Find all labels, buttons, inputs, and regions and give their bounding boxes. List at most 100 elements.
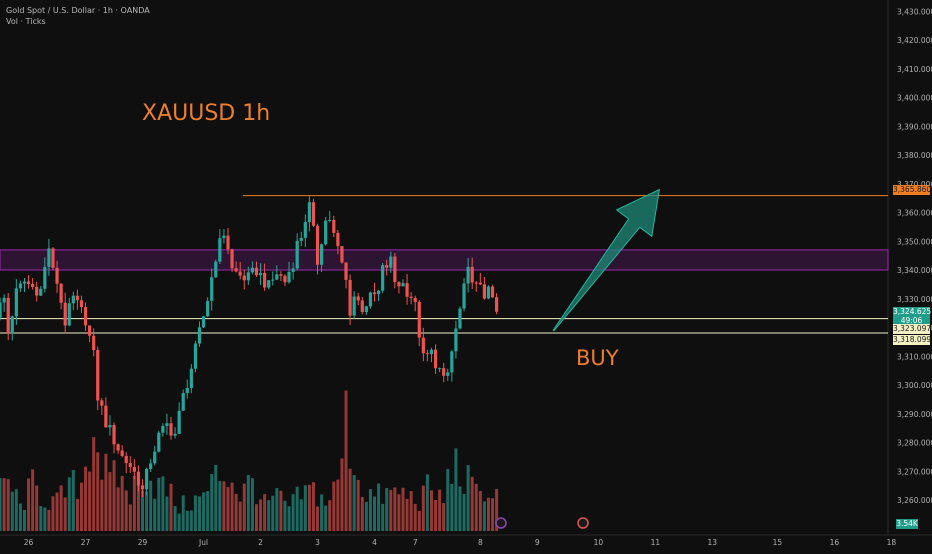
candle-body [425, 353, 430, 355]
volume-bar [267, 500, 271, 531]
candle-body [344, 262, 348, 280]
volume-bar [71, 470, 75, 531]
volume-bar [442, 503, 446, 531]
candle-body [0, 302, 2, 318]
candle-body [421, 337, 425, 354]
x-tick-label: Jul [198, 538, 208, 547]
candle-body [177, 410, 181, 434]
y-tick-label: 3,260.000 [897, 496, 932, 505]
candle-body [51, 248, 55, 268]
volume-bar [356, 479, 360, 531]
volume-bar [417, 510, 421, 531]
volume-bar [316, 506, 320, 531]
volume-bar [336, 479, 340, 531]
candle-body [136, 471, 141, 486]
volume-bar [462, 493, 466, 531]
volume-bar [47, 509, 51, 531]
volume-bar [169, 483, 173, 531]
volume-bar [92, 437, 96, 531]
volume-bar [311, 482, 315, 531]
candle-body [340, 246, 344, 263]
candle-body [47, 248, 51, 267]
candle-body [124, 455, 128, 464]
annotation-buy: BUY [576, 346, 619, 370]
volume-bar [238, 501, 242, 531]
volume-bar [450, 483, 454, 531]
candle-body [197, 327, 202, 344]
x-tick-label: 16 [830, 538, 840, 547]
candle-body [201, 316, 206, 328]
volume-bar [373, 496, 377, 531]
volume-bar [320, 494, 324, 531]
candle-body [283, 275, 287, 283]
volume-bar [63, 497, 67, 531]
x-tick-label: 8 [478, 538, 483, 547]
candle-body [279, 274, 283, 276]
candle-body [234, 268, 238, 272]
candle-body [385, 265, 389, 268]
volume-bar [141, 490, 145, 531]
candle-body [242, 275, 246, 281]
candle-body [348, 279, 352, 316]
price-tag-support-lower: 3,318.099 [893, 335, 932, 345]
candle-body [372, 292, 377, 295]
candle-body [450, 351, 454, 373]
candle-body [478, 282, 482, 285]
candle-body [31, 284, 35, 287]
volume-bar [250, 478, 254, 531]
volume-bar [31, 469, 35, 531]
annotation-title: XAUUSD 1h [142, 101, 271, 126]
volume-bar [0, 477, 2, 531]
candle-body [462, 283, 466, 309]
candle-body [206, 300, 210, 317]
volume-bar [120, 475, 124, 531]
candle-body [104, 405, 108, 428]
candle-body [112, 425, 116, 445]
candle-body [43, 266, 47, 289]
volume-bar [328, 500, 332, 531]
volume-bar [425, 474, 429, 531]
volume-bar [35, 485, 39, 531]
volume-bar [458, 486, 462, 531]
volume-bar [438, 489, 442, 531]
candle-body [75, 295, 79, 301]
volume-bar [149, 480, 153, 531]
volume-bar [189, 510, 193, 531]
candle-body [169, 423, 173, 436]
volume-bar [108, 472, 112, 531]
volume-bar [344, 390, 348, 531]
event-marker-icon [495, 517, 507, 529]
y-tick-label: 3,420.000 [897, 36, 932, 45]
candle-body [303, 222, 307, 238]
candle-body [397, 282, 401, 287]
candle-body [153, 451, 157, 464]
volume-bar [377, 483, 381, 531]
y-tick-label: 3,360.000 [897, 209, 932, 218]
candle-body [336, 232, 340, 247]
candle-body [83, 307, 88, 326]
volume-bar [385, 488, 389, 531]
volume-bar [332, 481, 336, 531]
candle-body [320, 244, 324, 265]
candle-body [173, 433, 177, 436]
volume-bar [299, 499, 303, 531]
candle-body [222, 235, 226, 239]
x-tick-label: 4 [372, 538, 377, 547]
candle-body [393, 256, 397, 283]
candle-body [267, 280, 271, 288]
volume-bar [193, 495, 197, 531]
candle-body [63, 302, 67, 326]
volume-bar [39, 506, 43, 531]
candle-body [275, 274, 279, 280]
volume-bar [226, 487, 230, 531]
x-tick-label: 3 [315, 538, 320, 547]
y-tick-label: 3,380.000 [897, 151, 932, 160]
candle-body [39, 288, 43, 296]
candle-body [315, 225, 320, 265]
volume-bar [263, 494, 267, 531]
candle-body [59, 283, 63, 303]
candle-body [14, 288, 18, 317]
volume-bar [136, 473, 140, 531]
